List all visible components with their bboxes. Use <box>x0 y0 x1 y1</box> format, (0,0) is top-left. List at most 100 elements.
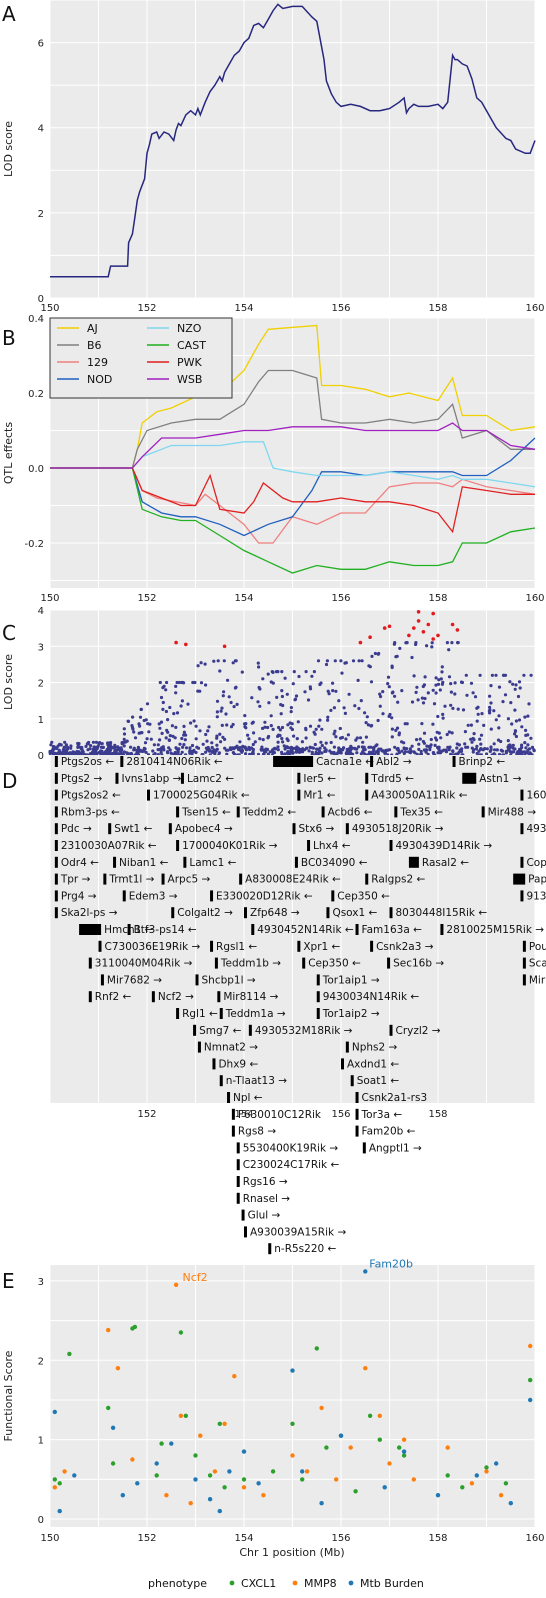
panel-c-snp-point <box>164 709 168 714</box>
panel-c-snp-point <box>122 750 127 754</box>
panel-c-snp-point <box>432 702 437 706</box>
panel-c-snp-point <box>406 750 411 754</box>
panel-c-snp-point <box>294 748 299 753</box>
panel-c-snp-point <box>510 722 514 726</box>
panel-e-data-point <box>363 1269 368 1274</box>
panel-c-snp-point <box>194 750 198 755</box>
panel-c-snp-point <box>387 685 391 689</box>
panel-c-snp-point <box>238 740 242 744</box>
panel-c-snp-point <box>400 689 404 693</box>
panel-e-data-point <box>217 1508 222 1514</box>
panel-c-snp-point <box>300 750 305 754</box>
panel-c-snp-point <box>215 743 219 747</box>
panel-c-snp-point <box>439 736 443 740</box>
panel-c-snp-point <box>125 739 129 743</box>
panel-c-snp-point <box>178 742 182 746</box>
panel-c-snp-point <box>310 746 315 750</box>
panel-d-gene-label: Lhx4 ← <box>313 840 351 852</box>
panel-c-snp-point <box>286 750 290 754</box>
panel-d-gene-block <box>408 856 419 868</box>
panel-c-snp-point <box>76 751 80 755</box>
panel-d-gene-label: Mir8114 → <box>223 991 278 1003</box>
panel-c-snp-point <box>361 750 365 754</box>
panel-c-snp-point <box>51 750 55 754</box>
panel-c-snp-point <box>526 733 530 737</box>
panel-d-gene-label: Cop… <box>526 857 546 869</box>
panel-c-snp-point <box>387 714 391 719</box>
panel-d-gene-label: Tdrd5 ← <box>370 773 414 785</box>
panel-c-snp-point <box>218 669 222 673</box>
panel-c-snp-point <box>349 744 353 748</box>
panel-d-gene-block <box>236 1142 240 1154</box>
panel-e-data-point <box>52 1485 57 1490</box>
panel-c-snp-point <box>271 670 275 675</box>
panel-c-snp-point <box>526 714 530 718</box>
panel-c-snp-point <box>310 750 314 754</box>
panel-a-x-tick-label: 156 <box>331 303 350 314</box>
panel-c-snp-point <box>303 690 307 694</box>
panel-c-snp-point <box>122 744 126 748</box>
panel-c-snp-point <box>253 740 257 744</box>
panel-c-snp-point <box>430 641 434 645</box>
panel-c-snp-point <box>489 727 493 731</box>
panel-c-snp-point <box>457 743 461 747</box>
panel-c-snp-point <box>340 671 344 675</box>
panel-c-snp-point <box>180 736 184 741</box>
panel-d-gene-block <box>54 890 58 902</box>
panel-d-gene-label: Brinp2 ← <box>459 756 506 768</box>
panel-c-snp-point <box>395 752 399 756</box>
panel-c-snp-point <box>190 743 195 748</box>
panel-d-gene-block <box>212 1058 216 1070</box>
panel-c-snp-point <box>204 750 208 754</box>
panel-d-gene-block <box>440 924 444 935</box>
panel-c-snp-point <box>160 731 164 736</box>
panel-c-snp-point <box>260 745 264 749</box>
panel-c-snp-point <box>278 728 282 732</box>
panel-c-snp-point <box>503 693 508 697</box>
panel-c-snp-point <box>158 726 162 730</box>
panel-c-snp-point <box>196 664 200 668</box>
panel-c-y-tick-label: 4 <box>38 606 44 617</box>
panel-c-snp-point <box>431 751 436 755</box>
panel-c-snp-point <box>479 733 484 737</box>
panel-a-x-tick-label: 154 <box>234 303 253 314</box>
panel-c-snp-point <box>492 742 496 746</box>
panel-c-snp-point <box>393 641 397 645</box>
panel-c-snp-point <box>396 747 400 751</box>
panel-c-snp-point <box>414 690 418 695</box>
panel-d-gene-block <box>297 772 301 784</box>
panel-d-gene-label: 4930452N14Rik ← <box>257 924 354 936</box>
panel-d-gene-label: Mir488 → <box>488 806 537 818</box>
panel-d-gene-label: Swt1 ← <box>114 823 152 835</box>
panel-c-snp-point <box>113 743 117 747</box>
panel-a-y-tick-label: 6 <box>38 39 44 50</box>
panel-b-legend-label: PWK <box>177 356 203 369</box>
panel-c-snp-point <box>463 730 467 734</box>
panel-c-snp-point <box>507 746 511 750</box>
panel-c-snp-point <box>390 727 394 731</box>
panel-c-snp-point <box>364 721 368 725</box>
panel-e-x-tick-label: 158 <box>428 1533 447 1544</box>
panel-c-snp-point <box>222 690 226 694</box>
panel-e-data-point <box>401 1449 407 1454</box>
panel-e-data-point <box>445 1473 450 1478</box>
panel-d-gene-block <box>370 756 374 767</box>
panel-c-snp-point <box>304 736 308 740</box>
panel-e-data-point <box>193 1453 198 1458</box>
panel-c-snp-point <box>176 750 180 754</box>
panel-c-snp-point <box>514 719 519 723</box>
panel-c-snp-point <box>370 654 374 659</box>
panel-d-gene-block <box>389 1024 393 1036</box>
panel-b-series-line <box>50 324 536 469</box>
panel-e-x-tick-label: 152 <box>137 1533 156 1544</box>
panel-e-data-point <box>217 1421 222 1427</box>
panel-c-snp-point <box>126 719 131 724</box>
panel-d-gene-block <box>365 789 369 801</box>
panel-c-y-axis-title: LOD score <box>2 654 15 710</box>
panel-d-gene-label: A930039A15Rik → <box>250 1226 346 1238</box>
panel-d-gene-label: Lamc2 ← <box>187 773 234 785</box>
panel-a-x-tick-label: 160 <box>525 303 544 314</box>
panel-e-data-point <box>222 1485 227 1490</box>
panel-c-snp-point <box>280 694 284 699</box>
panel-e-x-tick-label: 154 <box>234 1533 253 1544</box>
